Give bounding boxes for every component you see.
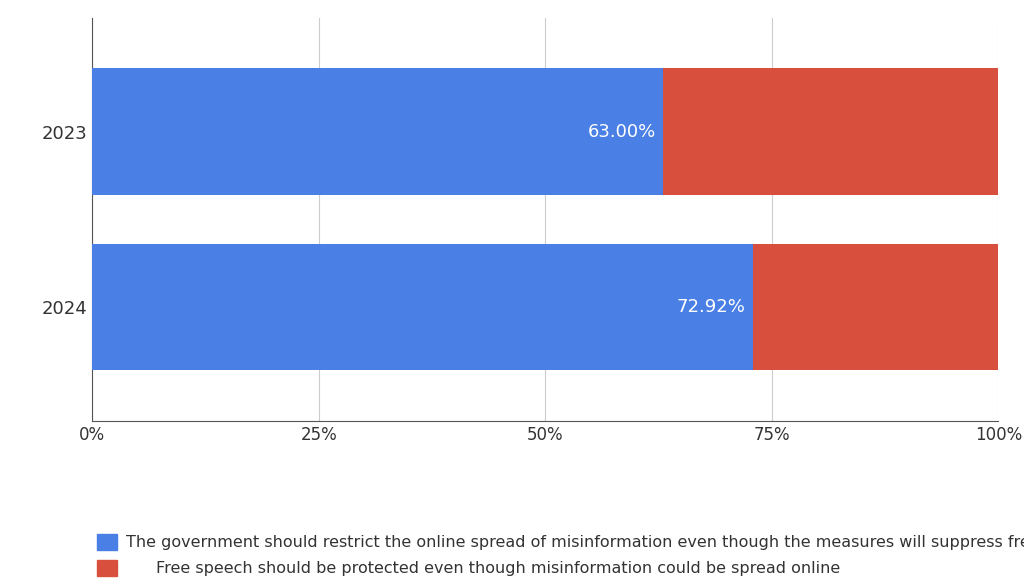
Bar [753, 244, 998, 370]
Text: 72.92%: 72.92% [677, 298, 745, 316]
Legend: The government should restrict the online spread of misinformation even though t: The government should restrict the onlin… [91, 527, 1024, 583]
Text: 63.00%: 63.00% [588, 123, 655, 140]
Bar [92, 68, 664, 195]
Bar [664, 68, 998, 195]
Bar [92, 244, 753, 370]
